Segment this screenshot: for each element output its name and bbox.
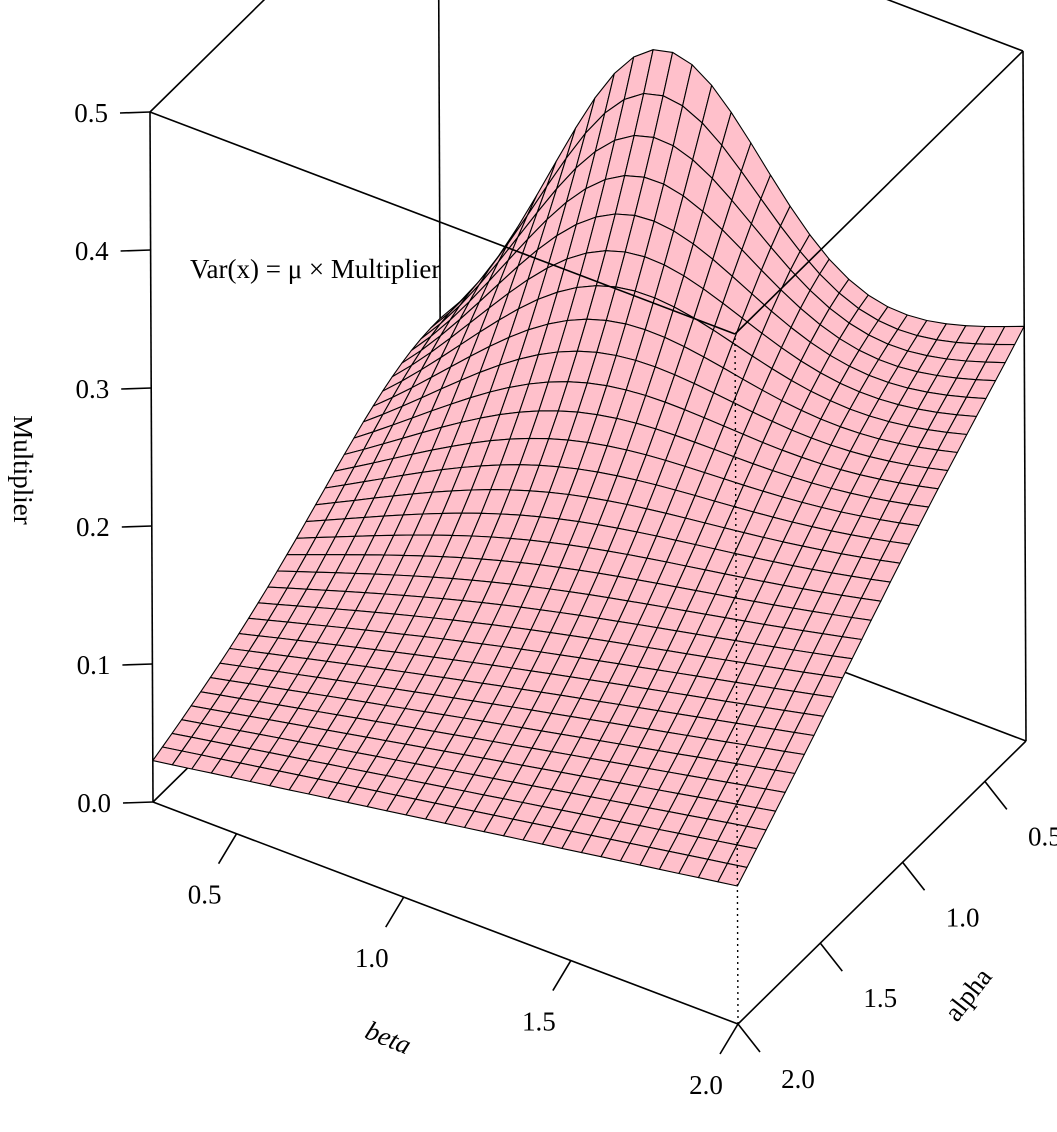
beta-tick-label: 2.0	[689, 1070, 723, 1100]
front-box-edges	[149, 0, 1027, 1025]
annotation: Var(x) = μ × Multiplier	[190, 254, 440, 284]
alpha-tick	[819, 942, 843, 972]
alpha-tick-label: 0.5	[1028, 821, 1057, 851]
beta-tick	[385, 896, 405, 928]
beta-tick	[552, 960, 572, 991]
z-tick	[121, 387, 152, 390]
z-tick-label: 0.1	[77, 650, 111, 680]
z-tick	[122, 663, 153, 666]
beta-tick	[719, 1023, 739, 1055]
alpha-tick-label: 2.0	[781, 1064, 815, 1094]
z-tick-label: 0.3	[75, 374, 109, 404]
box-edge	[149, 0, 266, 113]
x-axis-title: beta	[361, 1015, 415, 1060]
z-tick	[121, 525, 152, 528]
z-axis-title: Multiplier	[8, 415, 38, 525]
z-tick-label: 0.5	[74, 98, 108, 128]
z-tick	[122, 801, 154, 804]
z-tick	[120, 249, 151, 252]
alpha-tick	[737, 1023, 761, 1053]
box-edge	[1022, 50, 1027, 742]
box-edge	[149, 111, 154, 803]
box-edge	[886, 0, 1024, 52]
alpha-tick	[984, 780, 1008, 810]
beta-tick	[217, 833, 238, 865]
axis-ticks: 0.0 0.1 0.2 0.3 0.4 0.5 0.5 1.0 1.5 2.0 0.5 1.0 1.5 2…	[74, 98, 1057, 1100]
box-edge	[734, 50, 1024, 335]
beta-tick-label: 1.5	[522, 1007, 556, 1037]
box-edge	[149, 111, 736, 335]
z-tick-label: 0.4	[75, 236, 109, 266]
surface-mesh	[152, 49, 1025, 887]
z-tick	[119, 111, 151, 114]
z-tick-label: 0.0	[77, 788, 111, 818]
alpha-tick-label: 1.0	[946, 902, 980, 932]
beta-tick-label: 0.5	[188, 880, 222, 910]
box-edge-hidden	[734, 333, 739, 1025]
box-edge	[152, 801, 739, 1025]
y-axis-title: alpha	[938, 962, 998, 1027]
z-tick-label: 0.2	[76, 512, 110, 542]
box-edge	[737, 740, 1027, 1025]
alpha-tick-label: 1.5	[863, 983, 897, 1013]
alpha-tick	[901, 861, 926, 891]
beta-tick-label: 1.0	[355, 943, 389, 973]
